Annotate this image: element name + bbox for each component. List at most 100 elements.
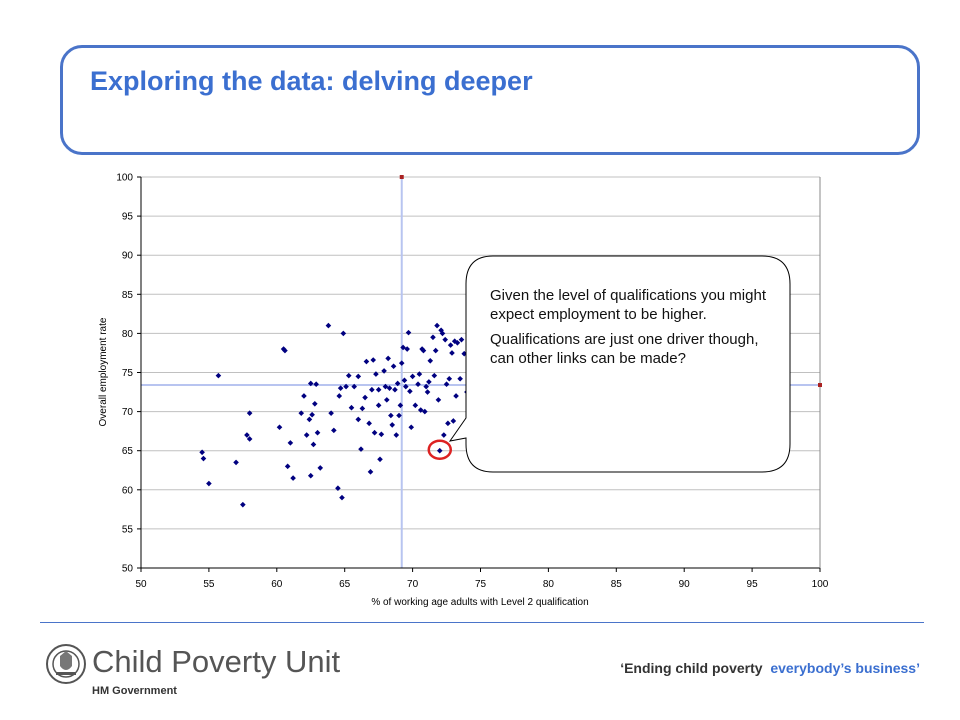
data-point	[240, 501, 246, 508]
data-point	[375, 386, 382, 393]
y-tick-label: 100	[116, 173, 133, 184]
data-point	[430, 334, 436, 341]
data-point	[439, 330, 446, 337]
data-point	[337, 385, 344, 391]
highlight-ring	[427, 439, 453, 460]
callout-bubble	[448, 255, 791, 473]
data-point	[431, 372, 438, 379]
data-point	[441, 432, 447, 438]
y-tick-label: 60	[122, 485, 134, 496]
title-frame	[60, 45, 920, 155]
scatter-chart: 50 55 60 65 70 75 80 85 90 95 100 50 55 60 65 70 75 80 85 9…	[98, 173, 829, 609]
data-point	[290, 475, 296, 481]
data-point	[276, 424, 283, 431]
data-point	[348, 404, 355, 411]
y-tick-label: 70	[122, 407, 134, 418]
data-point	[443, 381, 450, 388]
data-point	[375, 402, 382, 409]
data-point	[282, 347, 288, 354]
data-point	[355, 416, 362, 423]
data-point	[303, 432, 310, 438]
data-point	[416, 371, 423, 377]
data-point	[393, 432, 400, 438]
data-point	[351, 383, 358, 390]
data-point	[309, 411, 315, 418]
data-point	[246, 436, 253, 442]
data-point	[328, 410, 334, 416]
data-point	[301, 393, 307, 399]
data-point	[367, 469, 374, 475]
data-point	[246, 410, 253, 416]
royal-crest-icon	[46, 644, 86, 684]
data-point	[314, 429, 321, 436]
data-point	[422, 408, 428, 415]
x-tick-label: 90	[679, 579, 691, 590]
data-point	[369, 386, 375, 393]
data-point	[450, 418, 457, 424]
x-axis-label: % of working age adults with Level 2 qua…	[371, 597, 588, 608]
data-point	[423, 383, 429, 390]
data-point	[417, 407, 424, 413]
data-point	[388, 412, 394, 419]
data-point	[404, 346, 410, 352]
child-poverty-unit-logo: Child Poverty Unit HM Government	[44, 642, 344, 702]
data-point	[244, 432, 250, 438]
data-point	[436, 447, 443, 454]
data-point	[345, 372, 352, 379]
logo-name: Child Poverty Unit	[92, 644, 341, 679]
y-axis-label: Overall employment rate	[98, 317, 109, 426]
data-point	[215, 372, 222, 379]
y-tick-label: 50	[122, 564, 134, 575]
data-point	[381, 368, 387, 374]
y-tick-label: 65	[122, 446, 134, 457]
data-point	[317, 465, 324, 471]
data-point	[434, 322, 440, 329]
data-point	[412, 402, 419, 409]
data-point	[419, 346, 425, 352]
data-point	[284, 463, 291, 470]
data-point	[298, 410, 305, 416]
data-point	[442, 336, 448, 343]
data-point	[435, 397, 442, 403]
data-point	[453, 393, 459, 399]
data-point	[335, 485, 341, 492]
data-point	[355, 373, 362, 380]
x-tick-label: 75	[475, 579, 487, 590]
data-point	[307, 380, 314, 387]
data-point	[385, 355, 391, 362]
data-point	[280, 346, 287, 352]
data-point	[445, 420, 451, 427]
data-point	[370, 357, 377, 363]
x-tick-label: 60	[271, 579, 283, 590]
data-point	[397, 402, 404, 409]
slide-title: Exploring the data: delving deeper	[90, 66, 533, 96]
data-point	[339, 494, 345, 501]
data-point	[307, 472, 314, 479]
data-point	[371, 429, 378, 436]
data-point	[325, 322, 332, 329]
reference-point	[399, 175, 404, 179]
data-point	[415, 381, 421, 388]
data-point	[336, 393, 343, 399]
reference-point	[818, 383, 822, 388]
x-tick-label: 65	[339, 579, 351, 590]
tagline-part-1: ‘Ending child poverty	[620, 660, 763, 676]
y-tick-label: 75	[122, 368, 134, 379]
data-point	[331, 427, 337, 434]
data-point	[392, 386, 398, 393]
x-tick-label: 95	[747, 579, 759, 590]
data-point	[378, 431, 385, 438]
data-point	[383, 397, 390, 403]
y-tick-label: 80	[122, 329, 134, 340]
callout-text: Given the level of qualifications you mi…	[490, 286, 770, 374]
x-tick-label: 85	[611, 579, 623, 590]
data-point	[389, 422, 396, 428]
data-point	[424, 389, 431, 395]
data-point	[312, 400, 318, 407]
data-point	[405, 329, 412, 336]
data-point	[363, 358, 370, 365]
x-tick-label: 100	[812, 579, 829, 590]
data-point	[401, 377, 408, 384]
y-tick-label: 95	[122, 212, 134, 223]
data-point	[407, 388, 413, 395]
